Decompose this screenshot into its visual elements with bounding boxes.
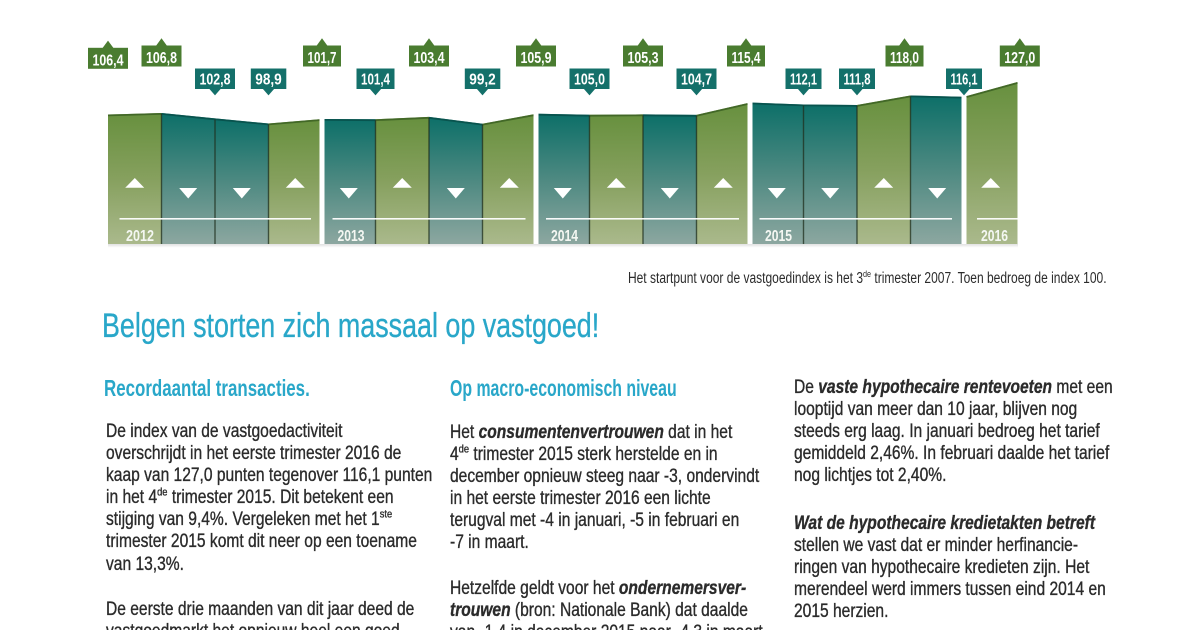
svg-text:105,0: 105,0	[574, 72, 605, 89]
svg-text:2013: 2013	[338, 228, 365, 245]
svg-text:115,4: 115,4	[732, 50, 761, 67]
svg-text:118,0: 118,0	[890, 50, 919, 67]
svg-text:127,0: 127,0	[1004, 50, 1035, 67]
svg-text:111,8: 111,8	[844, 72, 871, 89]
svg-text:2015: 2015	[765, 228, 792, 245]
svg-text:2012: 2012	[126, 228, 154, 245]
svg-text:112,1: 112,1	[790, 72, 817, 89]
svg-text:104,7: 104,7	[681, 72, 712, 89]
svg-text:2016: 2016	[981, 228, 1008, 245]
svg-text:105,3: 105,3	[628, 50, 659, 67]
svg-text:102,8: 102,8	[200, 72, 231, 89]
svg-text:105,9: 105,9	[521, 50, 552, 67]
svg-text:116,1: 116,1	[951, 72, 978, 89]
svg-text:106,4: 106,4	[93, 52, 124, 69]
svg-text:99,2: 99,2	[469, 72, 496, 89]
svg-text:98,9: 98,9	[255, 72, 282, 89]
svg-text:101,4: 101,4	[361, 72, 390, 89]
svg-text:101,7: 101,7	[308, 50, 337, 67]
svg-text:103,4: 103,4	[414, 50, 445, 67]
svg-text:2014: 2014	[551, 228, 578, 245]
svg-text:106,8: 106,8	[146, 50, 177, 67]
